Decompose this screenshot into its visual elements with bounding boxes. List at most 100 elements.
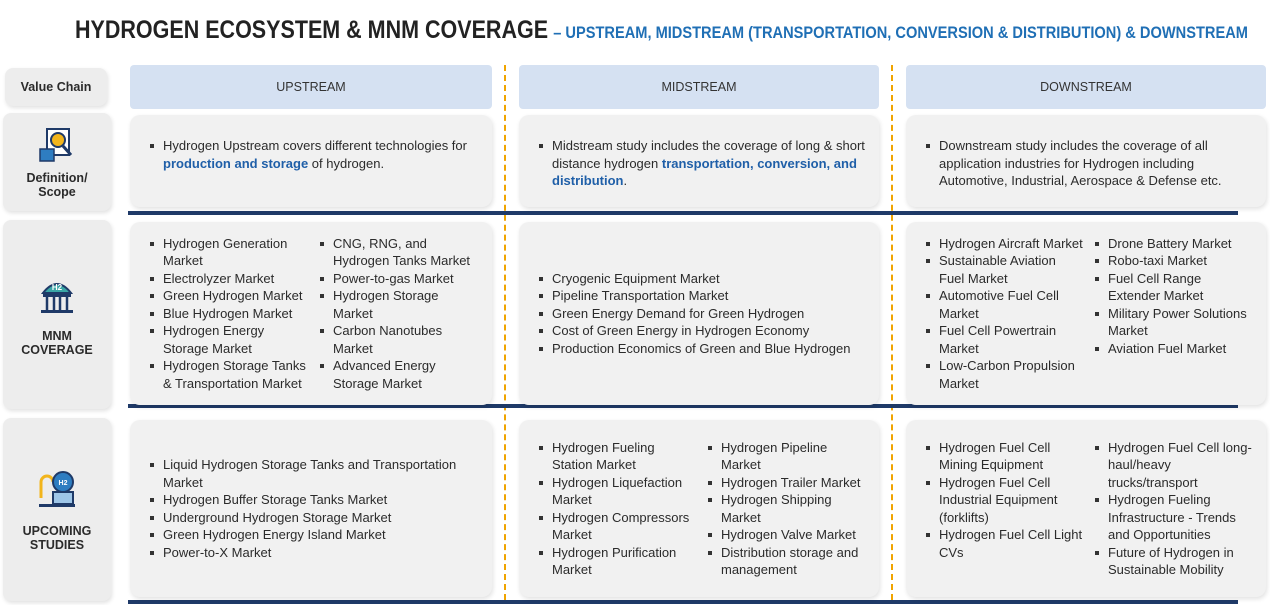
bullet-item: Pipeline Transportation Market: [539, 287, 865, 305]
highlight-text: production and storage: [163, 155, 309, 171]
subtitle: – UPSTREAM, MIDSTREAM (TRANSPORTATION, C…: [553, 23, 1248, 42]
highlight-text: transportation, conversion, and distribu…: [552, 155, 857, 189]
bullet-list: Hydrogen Fuel Cell Mining Equipment Hydro…: [926, 439, 1252, 579]
divider: [504, 65, 506, 600]
text: of hydrogen.: [308, 155, 385, 171]
bullet-item: Power-to-X Market: [150, 544, 478, 562]
bullet-item: Hydrogen Fueling Station Market: [539, 439, 696, 474]
content-cell: Hydrogen Fueling Station Market Hydrogen …: [519, 420, 879, 597]
row-rule: [128, 600, 1238, 604]
bullet-item: Fuel Cell Range Extender Market: [1095, 270, 1252, 305]
bullet-item: Production Economics of Green and Blue H…: [539, 340, 865, 358]
bullet-item: Hydrogen Upstream covers different techn…: [150, 137, 478, 172]
content-cell: Midstream study includes the coverage of…: [519, 115, 879, 207]
row-rule: [128, 211, 1238, 215]
bullet-item: Downstream study includes the coverage o…: [926, 137, 1252, 190]
bullet-item: Hydrogen Fuel Cell Light CVs: [926, 526, 1083, 561]
row-icon: H2: [39, 470, 75, 507]
bullet-item: Liquid Hydrogen Storage Tanks and Transp…: [150, 456, 478, 491]
bullet-item: Hydrogen Buffer Storage Tanks Market: [150, 491, 478, 509]
row-label-line: STUDIES: [29, 537, 85, 552]
bullet-item: Blue Hydrogen Market: [150, 305, 308, 323]
bullet-item: Green Hydrogen Market: [150, 287, 308, 305]
row-label-line: COVERAGE: [21, 342, 93, 357]
bullet-item: CNG, RNG, and Hydrogen Tanks Market: [320, 235, 478, 270]
bullet-item: Military Power Solutions Market: [1095, 305, 1252, 340]
row-label: H2 UPCOMING STUDIES: [3, 418, 111, 601]
bullet-item: Hydrogen Valve Market: [708, 526, 865, 544]
bullet-item: Hydrogen Storage Market: [320, 287, 478, 322]
content-cell: Downstream study includes the coverage o…: [906, 115, 1266, 207]
bullet-item: Hydrogen Fuel Cell Mining Equipment: [926, 439, 1083, 474]
bullet-item: Hydrogen Shipping Market: [708, 491, 865, 526]
column-header: DOWNSTREAM: [906, 65, 1266, 109]
divider: [891, 65, 893, 600]
bullet-item: Hydrogen Energy Storage Market: [150, 322, 308, 357]
row-label-line: MNM: [42, 328, 72, 343]
bullet-item: Green Hydrogen Energy Island Market: [150, 526, 478, 544]
bullet-item: Low-Carbon Propulsion Market: [926, 357, 1083, 392]
row-label-line: Scope: [38, 185, 76, 199]
bullet-list: Hydrogen Fueling Station Market Hydrogen …: [539, 439, 865, 579]
bullet-item: Advanced Energy Storage Market: [320, 357, 478, 392]
bullet-list: Midstream study includes the coverage of…: [539, 137, 865, 190]
content-cell: Hydrogen Fuel Cell Mining Equipment Hydro…: [906, 420, 1266, 597]
content-cell: Hydrogen Upstream covers different techn…: [130, 115, 492, 207]
bullet-item: Hydrogen Trailer Market: [708, 474, 865, 492]
bullet-item: Electrolyzer Market: [150, 270, 308, 288]
bullet-item: Underground Hydrogen Storage Market: [150, 509, 478, 527]
bullet-item: Hydrogen Fuel Cell Industrial Equipment …: [926, 474, 1083, 527]
bullet-item: Hydrogen Pipeline Market: [708, 439, 865, 474]
bullet-item: Hydrogen Fuel Cell long-haul/heavy truck…: [1095, 439, 1252, 492]
row-label-line: Definition/: [26, 171, 88, 185]
column-header: UPSTREAM: [130, 65, 492, 109]
text: Midstream study includes the coverage of…: [552, 138, 865, 171]
bullet-item: Cryogenic Equipment Market: [539, 270, 865, 288]
bullet-item: Hydrogen Liquefaction Market: [539, 474, 696, 509]
value-chain-label: Value Chain: [5, 68, 107, 106]
bullet-item: Hydrogen Purification Market: [539, 544, 696, 579]
text: Downstream study includes the coverage o…: [939, 138, 1222, 188]
svg-text:H2: H2: [52, 283, 63, 292]
bullet-item: Green Energy Demand for Green Hydrogen: [539, 305, 865, 323]
row-label: Definition/Scope: [3, 113, 111, 211]
row-label: H2 MNM COVERAGE: [3, 220, 111, 409]
bullet-item: Drone Battery Market: [1095, 235, 1252, 253]
content-cell: Liquid Hydrogen Storage Tanks and Transp…: [130, 420, 492, 597]
bullet-item: Distribution storage and management: [708, 544, 865, 579]
bullet-item: Cost of Green Energy in Hydrogen Economy: [539, 322, 865, 340]
bullet-list: Hydrogen Aircraft Market Sustainable Avia…: [926, 235, 1252, 393]
bullet-item: Automotive Fuel Cell Market: [926, 287, 1083, 322]
bullet-item: Sustainable Aviation Fuel Market: [926, 252, 1083, 287]
bullet-item: Midstream study includes the coverage of…: [539, 137, 865, 190]
row-rule: [128, 404, 1238, 408]
bullet-item: Hydrogen Generation Market: [150, 235, 308, 270]
content-cell: Cryogenic Equipment Market Pipeline Trans…: [519, 222, 879, 405]
bullet-item: Hydrogen Storage Tanks & Transportation …: [150, 357, 308, 392]
text: Hydrogen Upstream covers different techn…: [163, 138, 467, 153]
bullet-item: Future of Hydrogen in Sustainable Mobili…: [1095, 544, 1252, 579]
column-header: MIDSTREAM: [519, 65, 879, 109]
bullet-item: Hydrogen Aircraft Market: [926, 235, 1083, 253]
bullet-item: Hydrogen Compressors Market: [539, 509, 696, 544]
bullet-list: Liquid Hydrogen Storage Tanks and Transp…: [150, 456, 478, 561]
bullet-item: Robo-taxi Market: [1095, 252, 1252, 270]
content-cell: Hydrogen Generation Market Electrolyzer M…: [130, 222, 492, 405]
bullet-item: Hydrogen Fueling Infrastructure - Trends…: [1095, 491, 1252, 544]
row-icon: [39, 128, 73, 162]
content-cell: Hydrogen Aircraft Market Sustainable Avia…: [906, 222, 1266, 405]
title: HYDROGEN ECOSYSTEM & MNM COVERAGE: [75, 16, 549, 44]
bullet-list: Hydrogen Upstream covers different techn…: [150, 137, 478, 172]
bullet-item: Aviation Fuel Market: [1095, 340, 1252, 358]
text: .: [623, 173, 628, 188]
svg-text:H2: H2: [59, 480, 68, 487]
bullet-item: Power-to-gas Market: [320, 270, 478, 288]
bullet-item: Fuel Cell Powertrain Market: [926, 322, 1083, 357]
row-icon: H2: [40, 283, 74, 313]
header: HYDROGEN ECOSYSTEM & MNM COVERAGE – UPSTR…: [75, 16, 1248, 45]
row-label-line: UPCOMING: [22, 523, 92, 538]
bullet-list: Downstream study includes the coverage o…: [926, 137, 1252, 190]
bullet-item: Carbon Nanotubes Market: [320, 322, 478, 357]
bullet-list: Hydrogen Generation Market Electrolyzer M…: [150, 235, 478, 393]
